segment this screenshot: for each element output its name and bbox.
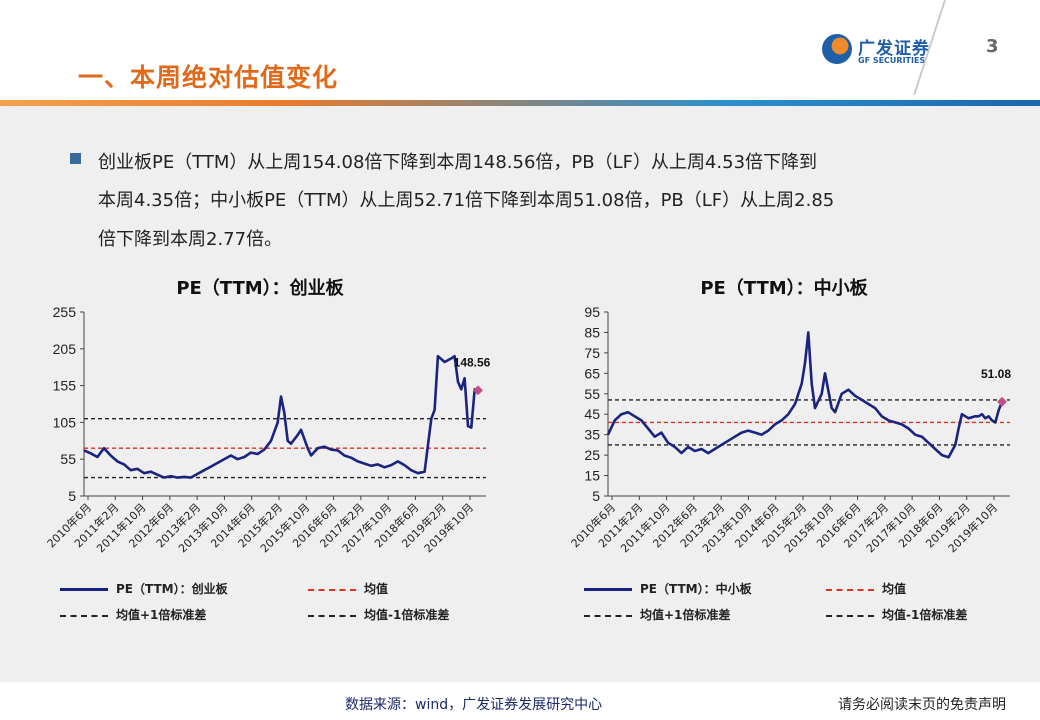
y-tick-label: 15 xyxy=(584,468,600,484)
header-color-band xyxy=(0,100,1040,106)
y-tick-label: 55 xyxy=(584,386,600,402)
chart-title: PE（TTM）：创业板 xyxy=(176,278,344,299)
y-tick-label: 5 xyxy=(68,488,76,504)
legend-swatch xyxy=(60,588,108,591)
legend-label: 均值 xyxy=(882,582,907,596)
legend-swatch xyxy=(60,614,108,617)
last-value-label: 51.08 xyxy=(981,367,1011,381)
y-tick-label: 55 xyxy=(60,451,76,467)
y-tick-label: 45 xyxy=(584,406,600,422)
legend-item-series: PE（TTM）：中小板 xyxy=(584,580,752,597)
summary-line-1: 创业板PE（TTM）从上周154.08倍下降到本周148.56倍，PB（LF）从… xyxy=(98,152,818,173)
chart-plot: 51525354555657585952010年6月2011年2月2011年10… xyxy=(568,304,1011,555)
y-tick-label: 35 xyxy=(584,427,600,443)
content-area xyxy=(0,106,1040,682)
y-tick-label: 95 xyxy=(584,304,600,320)
legend-swatch xyxy=(308,588,356,591)
company-logo: 广发证券 GF SECURITIES xyxy=(822,34,942,68)
page-title: 一、本周绝对估值变化 xyxy=(78,63,339,92)
series-line xyxy=(606,331,1004,459)
series-line xyxy=(83,354,479,479)
logo-name-en: GF SECURITIES xyxy=(858,56,926,65)
y-tick-label: 105 xyxy=(53,414,77,430)
legend-label: 均值+1倍标准差 xyxy=(116,608,207,622)
disclaimer-text: 请务必阅读末页的免责声明 xyxy=(838,697,1006,713)
legend-label: PE（TTM）：创业板 xyxy=(116,582,228,596)
y-tick-label: 5 xyxy=(592,488,600,504)
chart-chinext-pe: PE（TTM）：创业板 5 55 105 155 205 255 2010年6月 2011年2… xyxy=(20,272,500,632)
logo-name-cn: 广发证券 xyxy=(858,39,930,59)
bullet-square-icon xyxy=(70,153,81,164)
legend-item-series: PE（TTM）：创业板 xyxy=(60,580,228,597)
y-tick-label: 155 xyxy=(53,378,77,394)
legend-swatch xyxy=(826,614,874,617)
logo-icon xyxy=(822,34,852,64)
summary-line-3: 倍下降到本周2.77倍。 xyxy=(98,229,283,250)
legend-label: PE（TTM）：中小板 xyxy=(640,582,752,596)
legend-item-mean: 均值 xyxy=(308,580,388,597)
legend-item-mean: 均值 xyxy=(826,580,906,597)
page-number: 3 xyxy=(986,36,999,57)
legend-swatch xyxy=(308,614,356,617)
last-value-label: 148.56 xyxy=(454,355,491,369)
legend-label: 均值-1倍标准差 xyxy=(882,608,968,622)
y-tick-label: 65 xyxy=(584,365,600,381)
legend-item-upper: 均值+1倍标准差 xyxy=(60,606,206,623)
legend-label: 均值-1倍标准差 xyxy=(364,608,450,622)
legend-swatch xyxy=(584,588,632,591)
legend-swatch xyxy=(826,588,874,591)
y-tick-label: 25 xyxy=(584,447,600,463)
legend-label: 均值 xyxy=(364,582,389,596)
legend-item-lower: 均值-1倍标准差 xyxy=(826,606,967,623)
chart-sme-pe: PE（TTM）：中小板 5 15 25 35 45 55 65 75 85 95 2010年6月 20… xyxy=(544,272,1024,632)
y-tick-label: 85 xyxy=(584,324,600,340)
chart-title: PE（TTM）：中小板 xyxy=(700,278,868,299)
y-tick-label: 255 xyxy=(53,304,77,320)
legend-item-lower: 均值-1倍标准差 xyxy=(308,606,449,623)
legend-swatch xyxy=(584,614,632,617)
y-tick-label: 205 xyxy=(53,341,77,357)
chart-plot: 5551051552052552010年6月2011年2月2011年10月201… xyxy=(44,304,491,555)
data-source: 数据来源：wind，广发证券发展研究中心 xyxy=(345,697,603,713)
slide-footer xyxy=(0,682,1040,720)
legend-label: 均值+1倍标准差 xyxy=(640,608,731,622)
y-tick-label: 75 xyxy=(584,345,600,361)
last-point-marker xyxy=(997,396,1007,407)
slide-header: 一、本周绝对估值变化 广发证券 GF SECURITIES 3 xyxy=(0,0,1040,100)
legend-item-upper: 均值+1倍标准差 xyxy=(584,606,730,623)
summary-line-2: 本周4.35倍；中小板PE（TTM）从上周52.71倍下降到本周51.08倍，P… xyxy=(98,190,835,211)
